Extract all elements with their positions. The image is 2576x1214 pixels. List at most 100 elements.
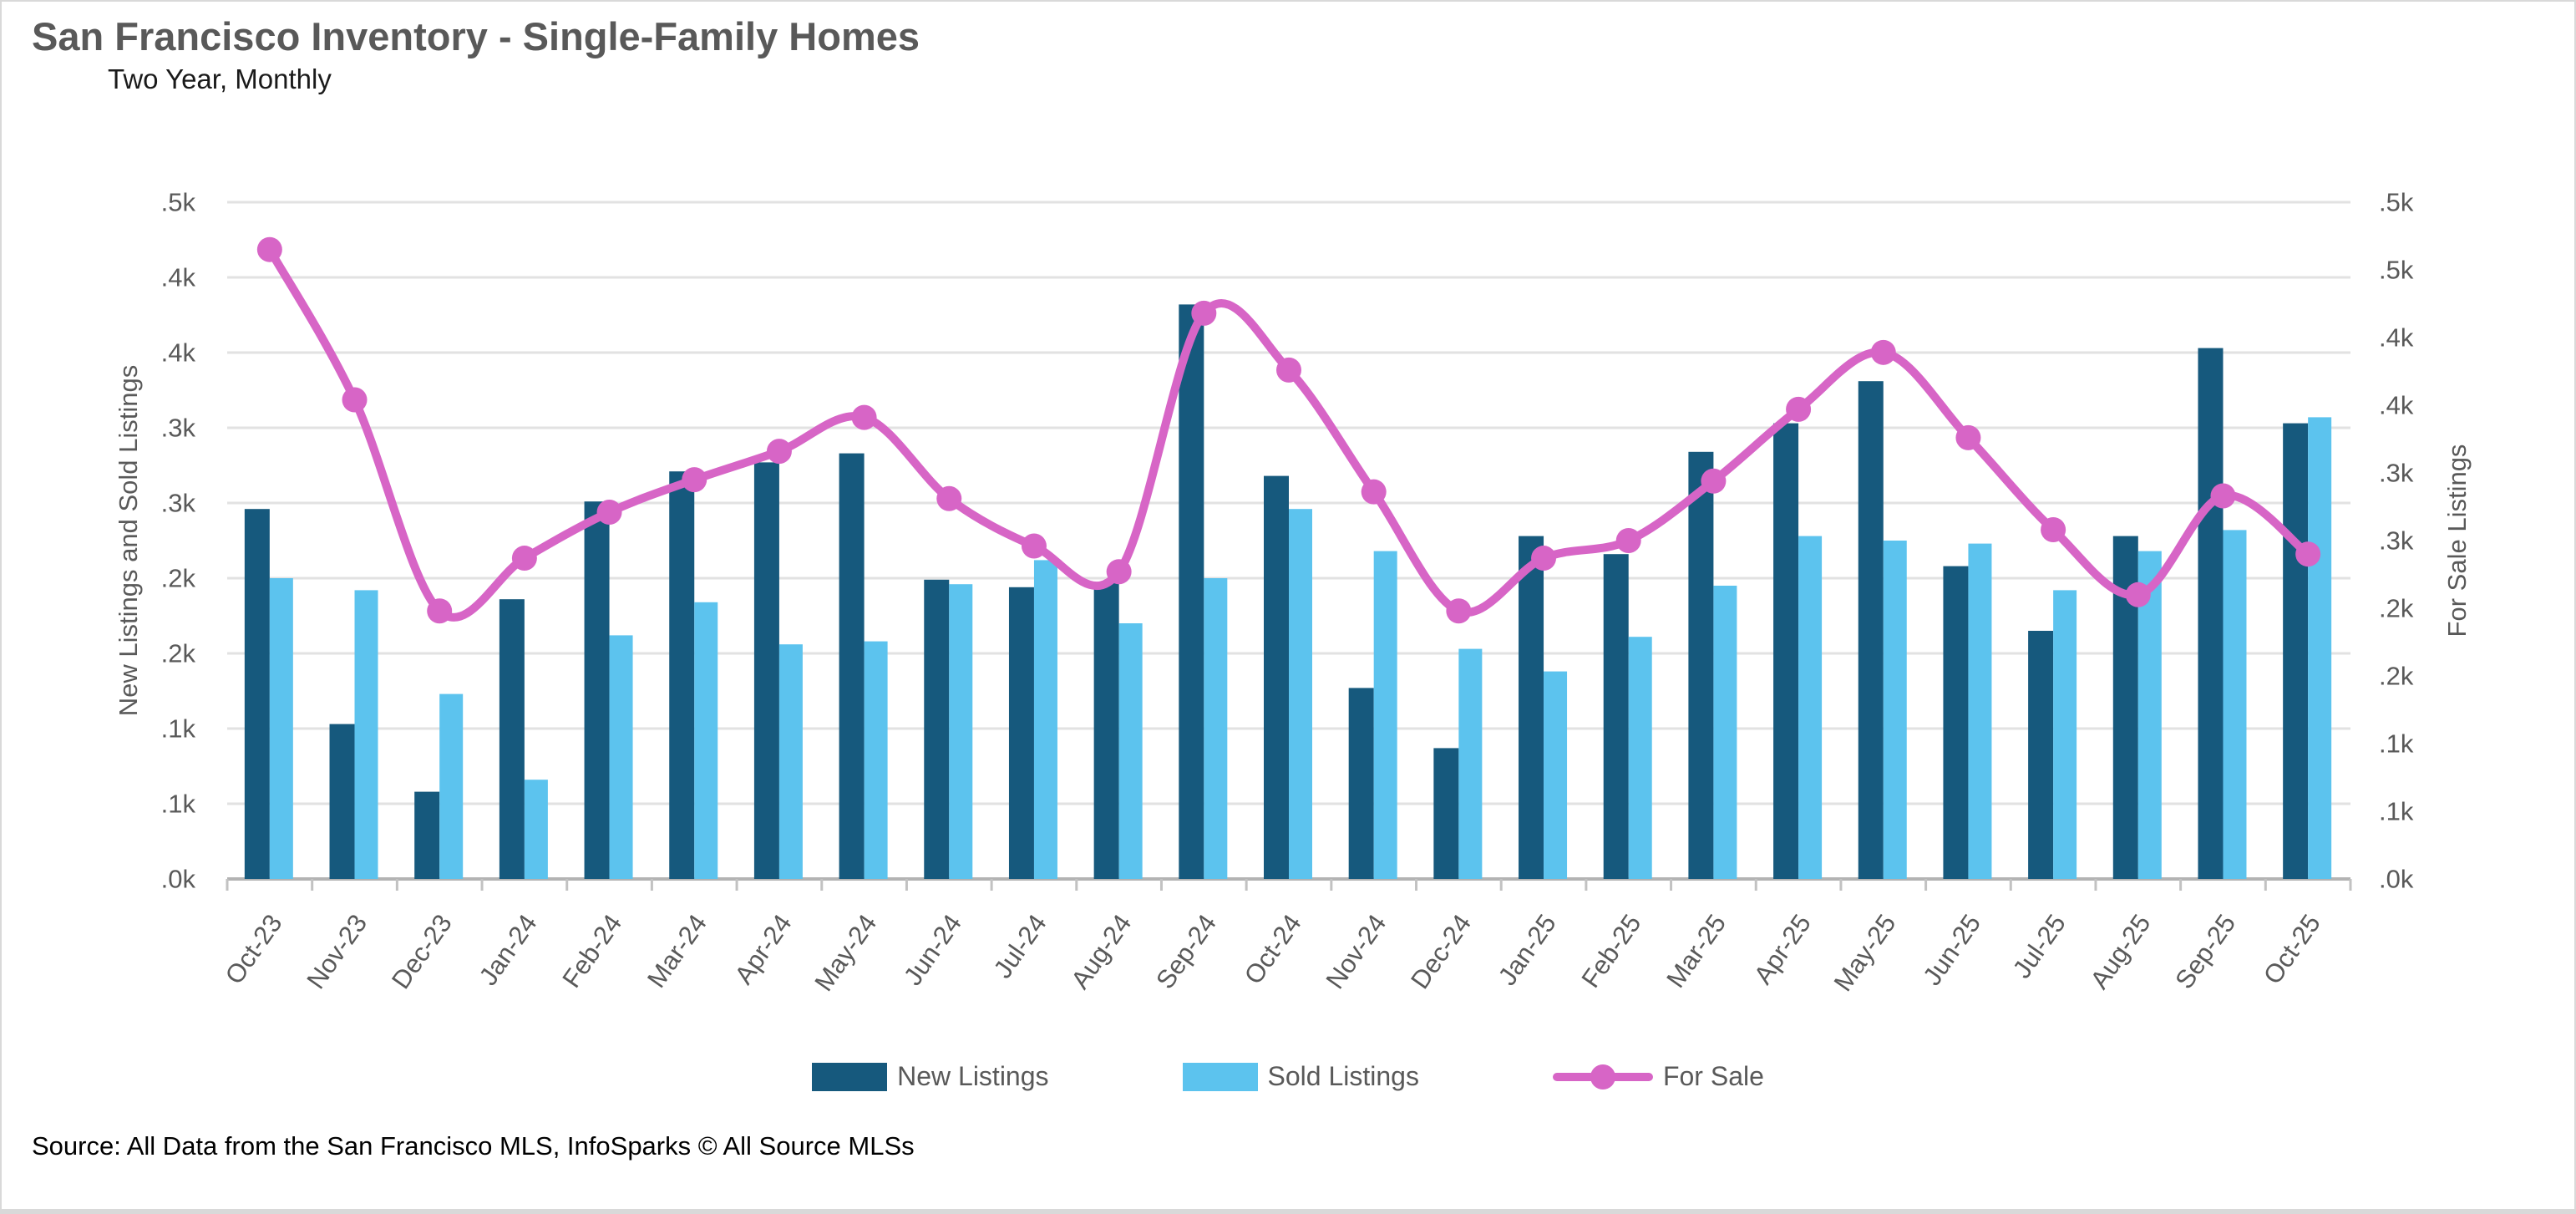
chart-legend: New Listings Sold Listings For Sale <box>2 1061 2574 1092</box>
x-axis-label-Oct-24: Oct-24 <box>1239 909 1307 989</box>
x-axis-label-Jun-24: Jun-24 <box>898 909 967 991</box>
bar-new-listings-Oct-25 <box>2283 423 2309 880</box>
for-sale-marker-Oct-25 <box>2295 541 2321 567</box>
bar-sold-listings-Feb-25 <box>1628 637 1652 879</box>
x-axis-label-Jun-25: Jun-25 <box>1917 909 1986 991</box>
bar-new-listings-Dec-23 <box>414 791 440 879</box>
x-axis-label-Mar-25: Mar-25 <box>1661 909 1732 993</box>
legend-label-new-listings: New Listings <box>897 1061 1049 1091</box>
bar-new-listings-Nov-24 <box>1348 688 1374 879</box>
for-sale-marker-Dec-24 <box>1446 598 1472 624</box>
x-axis-label-May-25: May-25 <box>1828 909 1902 997</box>
legend-item-for-sale: For Sale <box>1552 1061 1764 1092</box>
right-axis-tick-label: .3k <box>2379 526 2414 556</box>
x-axis-label-Jan-25: Jan-25 <box>1493 909 1562 991</box>
page-title: San Francisco Inventory - Single-Family … <box>32 14 920 58</box>
bar-new-listings-Nov-23 <box>329 724 355 879</box>
page-subtitle: Two Year, Monthly <box>108 63 332 94</box>
x-axis-label-Feb-25: Feb-25 <box>1575 909 1646 993</box>
bar-sold-listings-Oct-23 <box>269 578 293 879</box>
bar-sold-listings-Nov-23 <box>354 590 378 879</box>
bar-sold-listings-Aug-24 <box>1118 623 1143 879</box>
bar-new-listings-May-24 <box>839 453 865 879</box>
for-sale-marker-Mar-24 <box>682 467 707 493</box>
for-sale-marker-Jun-25 <box>1955 424 1981 450</box>
bar-sold-listings-May-25 <box>1883 541 1907 879</box>
right-axis-tick-label: .5k <box>2379 256 2414 285</box>
for-sale-line-swatch-icon <box>1552 1063 1653 1091</box>
bar-sold-listings-Sep-25 <box>2223 530 2247 879</box>
bar-new-listings-Aug-24 <box>1093 582 1119 879</box>
bar-new-listings-Dec-24 <box>1433 748 1459 879</box>
left-axis-tick-label: .4k <box>161 338 196 368</box>
for-sale-marker-Jun-24 <box>936 485 962 511</box>
x-axis-label-Jan-24: Jan-24 <box>474 909 543 991</box>
for-sale-marker-Jan-25 <box>1531 546 1557 571</box>
bar-sold-listings-Nov-24 <box>1373 551 1397 879</box>
bar-sold-listings-May-24 <box>864 641 888 879</box>
for-sale-marker-Nov-23 <box>342 387 368 413</box>
bar-new-listings-May-25 <box>1858 381 1884 879</box>
bar-sold-listings-Oct-24 <box>1289 509 1312 879</box>
x-axis-label-Apr-24: Apr-24 <box>729 909 798 989</box>
for-sale-marker-Feb-25 <box>1615 528 1641 553</box>
right-axis-tick-label: .4k <box>2379 323 2414 353</box>
bar-new-listings-Mar-25 <box>1688 451 1714 879</box>
bar-sold-listings-Sep-24 <box>1204 578 1228 879</box>
bar-sold-listings-Mar-25 <box>1713 586 1737 879</box>
x-axis-label-Feb-24: Feb-24 <box>556 909 627 993</box>
legend-label-for-sale: For Sale <box>1662 1061 1764 1091</box>
sold-listings-swatch-icon <box>1182 1062 1258 1091</box>
bar-new-listings-Jun-24 <box>924 579 950 879</box>
bar-new-listings-Jan-25 <box>1519 536 1544 879</box>
x-axis-label-Jul-25: Jul-25 <box>2007 909 2071 983</box>
x-axis-label-Nov-24: Nov-24 <box>1320 909 1392 994</box>
bar-new-listings-Jun-25 <box>1943 566 1969 879</box>
x-axis-label-Oct-23: Oct-23 <box>220 909 288 989</box>
source-attribution: Source: All Data from the San Francisco … <box>32 1131 915 1161</box>
legend-label-sold-listings: Sold Listings <box>1267 1061 1419 1091</box>
right-axis-tick-label: .0k <box>2379 865 2414 894</box>
for-sale-marker-Feb-24 <box>596 499 622 525</box>
bar-sold-listings-Jul-24 <box>1033 560 1057 879</box>
left-axis-tick-label: .3k <box>161 489 196 518</box>
bar-new-listings-Apr-24 <box>753 462 779 879</box>
bar-sold-listings-Jul-25 <box>2053 590 2077 879</box>
bar-sold-listings-Jan-25 <box>1544 671 1568 879</box>
for-sale-marker-Apr-25 <box>1786 396 1812 422</box>
for-sale-marker-Oct-23 <box>256 236 282 262</box>
left-axis-tick-label: .1k <box>161 790 196 819</box>
bar-sold-listings-Apr-25 <box>1798 536 1823 879</box>
for-sale-marker-Sep-24 <box>1191 300 1217 326</box>
left-axis-tick-label: .2k <box>161 639 196 668</box>
x-axis-label-Oct-25: Oct-25 <box>2258 909 2326 989</box>
x-axis-label-Mar-24: Mar-24 <box>641 909 712 993</box>
bar-new-listings-Oct-23 <box>244 509 270 879</box>
bar-sold-listings-Jun-25 <box>1968 543 1992 879</box>
x-axis-label-Sep-25: Sep-25 <box>2169 909 2241 994</box>
bar-sold-listings-Mar-24 <box>694 602 718 879</box>
for-sale-marker-Jul-25 <box>2041 517 2066 543</box>
for-sale-marker-Jan-24 <box>511 546 537 571</box>
x-axis-label-Sep-24: Sep-24 <box>1150 909 1222 994</box>
bar-new-listings-Apr-25 <box>1773 423 1799 880</box>
right-axis-tick-label: .1k <box>2379 729 2414 759</box>
bar-new-listings-Mar-24 <box>669 471 695 879</box>
bar-new-listings-Feb-25 <box>1603 554 1629 879</box>
bar-new-listings-Jan-24 <box>499 599 525 879</box>
for-sale-marker-Nov-24 <box>1361 479 1387 505</box>
x-axis-label-Jul-24: Jul-24 <box>988 909 1052 983</box>
bar-sold-listings-Apr-24 <box>778 644 803 879</box>
new-listings-swatch-icon <box>812 1062 888 1091</box>
left-axis-tick-label: .1k <box>161 714 196 744</box>
right-axis-tick-label: .2k <box>2379 662 2414 691</box>
x-axis-label-Nov-23: Nov-23 <box>301 909 373 994</box>
for-sale-marker-Oct-24 <box>1276 357 1301 383</box>
bar-sold-listings-Jan-24 <box>524 780 548 879</box>
bar-new-listings-Jul-25 <box>2028 631 2054 879</box>
left-axis-tick-label: .3k <box>161 414 196 443</box>
for-sale-marker-May-25 <box>1870 339 1896 365</box>
bar-sold-listings-Oct-25 <box>2308 417 2332 879</box>
